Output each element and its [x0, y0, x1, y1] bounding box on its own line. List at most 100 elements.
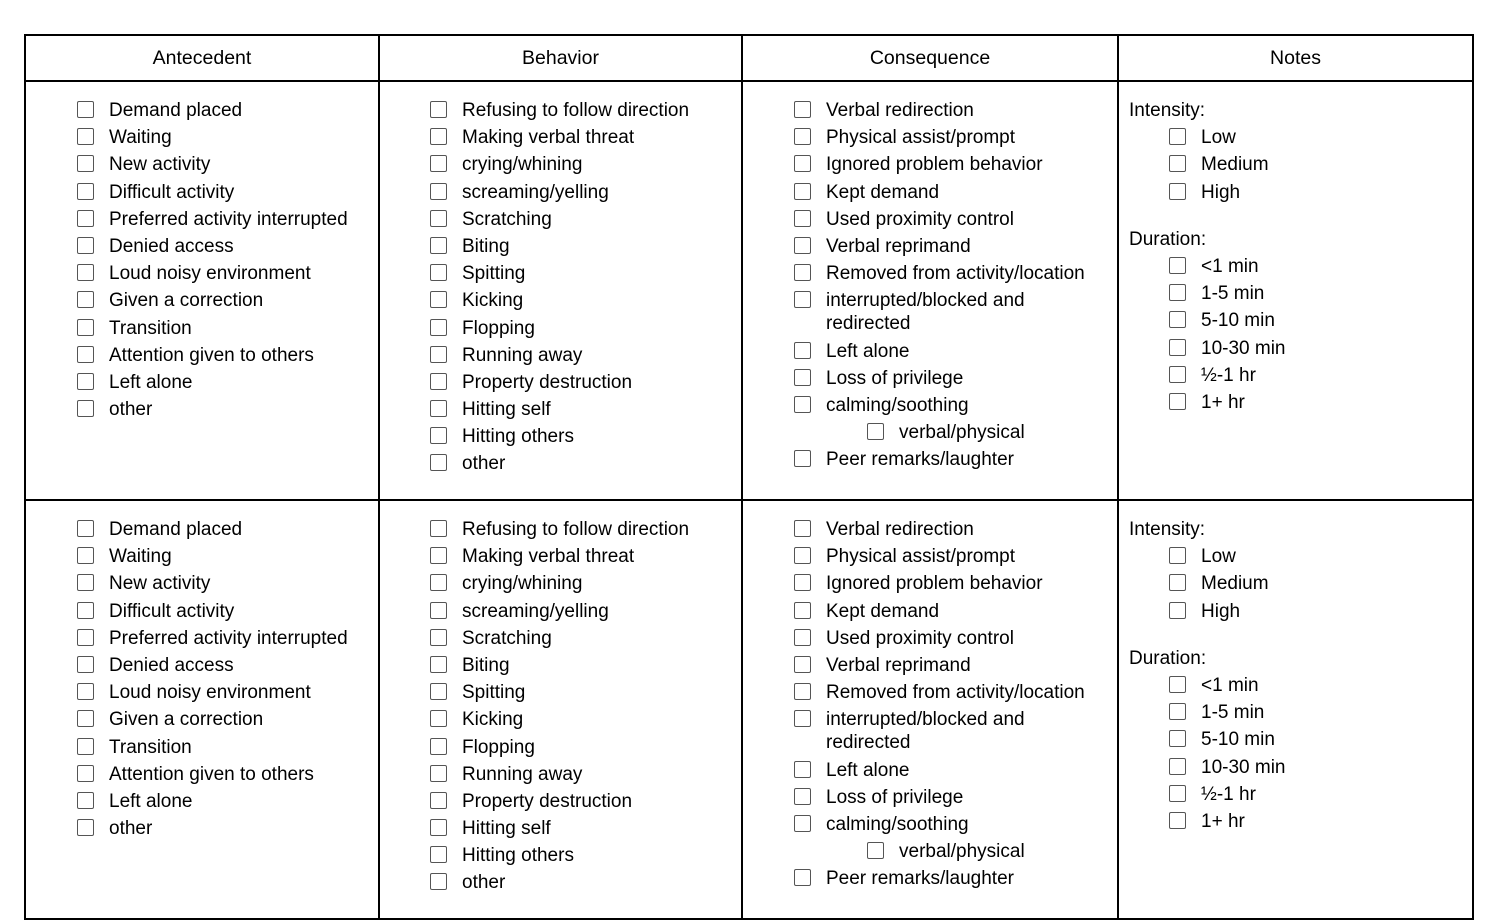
checkbox[interactable] [77, 236, 94, 254]
intensity-option[interactable]: High [1169, 181, 1472, 204]
checkbox[interactable] [77, 318, 94, 336]
checkbox[interactable] [77, 128, 94, 146]
checkbox[interactable] [77, 155, 94, 173]
checkbox[interactable] [1169, 256, 1186, 274]
behavior-option[interactable]: screaming/yelling [430, 181, 741, 204]
consequence-option[interactable]: Used proximity control [794, 627, 1117, 650]
checkbox[interactable] [1169, 284, 1186, 302]
checkbox[interactable] [794, 368, 811, 386]
behavior-option[interactable]: Kicking [430, 708, 741, 731]
checkbox[interactable] [77, 791, 94, 809]
duration-option[interactable]: 5-10 min [1169, 728, 1472, 751]
consequence-option[interactable]: Loss of privilege [794, 786, 1117, 809]
behavior-option[interactable]: Property destruction [430, 371, 741, 394]
behavior-option[interactable]: Flopping [430, 736, 741, 759]
antecedent-option[interactable]: New activity [77, 153, 378, 176]
behavior-option[interactable]: Refusing to follow direction [430, 518, 741, 541]
checkbox[interactable] [77, 400, 94, 418]
checkbox[interactable] [430, 454, 447, 472]
checkbox[interactable] [430, 547, 447, 565]
antecedent-option[interactable]: Left alone [77, 790, 378, 813]
checkbox[interactable] [794, 264, 811, 282]
checkbox[interactable] [1169, 547, 1186, 565]
checkbox[interactable] [1169, 128, 1186, 146]
checkbox[interactable] [794, 236, 811, 254]
behavior-option[interactable]: Spitting [430, 681, 741, 704]
intensity-option[interactable]: Medium [1169, 153, 1472, 176]
checkbox[interactable] [794, 182, 811, 200]
consequence-option[interactable]: Physical assist/prompt [794, 545, 1117, 568]
consequence-option[interactable]: Verbal reprimand [794, 654, 1117, 677]
behavior-option[interactable]: crying/whining [430, 153, 741, 176]
checkbox[interactable] [794, 574, 811, 592]
checkbox[interactable] [77, 574, 94, 592]
antecedent-option[interactable]: other [77, 817, 378, 840]
checkbox[interactable] [430, 873, 447, 891]
checkbox[interactable] [77, 628, 94, 646]
antecedent-option[interactable]: Demand placed [77, 99, 378, 122]
duration-option[interactable]: 1-5 min [1169, 701, 1472, 724]
behavior-option[interactable]: Refusing to follow direction [430, 99, 741, 122]
checkbox[interactable] [1169, 757, 1186, 775]
consequence-option[interactable]: verbal/physical [794, 840, 1117, 863]
duration-option[interactable]: 1+ hr [1169, 391, 1472, 414]
checkbox[interactable] [430, 655, 447, 673]
antecedent-option[interactable]: Transition [77, 736, 378, 759]
checkbox[interactable] [794, 710, 811, 728]
antecedent-option[interactable]: Preferred activity interrupted [77, 627, 378, 650]
behavior-option[interactable]: Making verbal threat [430, 126, 741, 149]
consequence-option[interactable]: Removed from activity/location [794, 262, 1117, 285]
checkbox[interactable] [1169, 338, 1186, 356]
checkbox[interactable] [794, 395, 811, 413]
consequence-option[interactable]: calming/soothing [794, 394, 1117, 417]
checkbox[interactable] [430, 209, 447, 227]
checkbox[interactable] [794, 869, 811, 887]
consequence-option[interactable]: calming/soothing [794, 813, 1117, 836]
checkbox[interactable] [77, 655, 94, 673]
duration-option[interactable]: ½-1 hr [1169, 364, 1472, 387]
antecedent-option[interactable]: Waiting [77, 126, 378, 149]
duration-option[interactable]: 1+ hr [1169, 810, 1472, 833]
consequence-option[interactable]: Ignored problem behavior [794, 153, 1117, 176]
checkbox[interactable] [430, 520, 447, 537]
intensity-option[interactable]: Low [1169, 545, 1472, 568]
checkbox[interactable] [1169, 392, 1186, 410]
checkbox[interactable] [1169, 601, 1186, 619]
behavior-option[interactable]: Spitting [430, 262, 741, 285]
consequence-option[interactable]: Verbal reprimand [794, 235, 1117, 258]
checkbox[interactable] [77, 520, 94, 537]
behavior-option[interactable]: Flopping [430, 317, 741, 340]
checkbox[interactable] [794, 341, 811, 359]
checkbox[interactable] [794, 101, 811, 118]
consequence-option[interactable]: Kept demand [794, 181, 1117, 204]
behavior-option[interactable]: Running away [430, 344, 741, 367]
checkbox[interactable] [1169, 155, 1186, 173]
checkbox[interactable] [794, 128, 811, 146]
antecedent-option[interactable]: Given a correction [77, 708, 378, 731]
duration-option[interactable]: 10-30 min [1169, 756, 1472, 779]
checkbox[interactable] [1169, 182, 1186, 200]
checkbox[interactable] [794, 655, 811, 673]
consequence-option[interactable]: Left alone [794, 340, 1117, 363]
checkbox[interactable] [77, 345, 94, 363]
checkbox[interactable] [77, 683, 94, 701]
behavior-option[interactable]: Hitting self [430, 398, 741, 421]
checkbox[interactable] [77, 182, 94, 200]
checkbox[interactable] [430, 819, 447, 837]
antecedent-option[interactable]: Demand placed [77, 518, 378, 541]
checkbox[interactable] [794, 209, 811, 227]
duration-option[interactable]: 5-10 min [1169, 309, 1472, 332]
checkbox[interactable] [430, 846, 447, 864]
consequence-option[interactable]: verbal/physical [794, 421, 1117, 444]
behavior-option[interactable]: Scratching [430, 627, 741, 650]
checkbox[interactable] [77, 291, 94, 309]
behavior-option[interactable]: screaming/yelling [430, 600, 741, 623]
checkbox[interactable] [1169, 365, 1186, 383]
consequence-option[interactable]: Ignored problem behavior [794, 572, 1117, 595]
behavior-option[interactable]: Property destruction [430, 790, 741, 813]
consequence-option[interactable]: Used proximity control [794, 208, 1117, 231]
checkbox[interactable] [430, 574, 447, 592]
checkbox[interactable] [794, 520, 811, 537]
checkbox[interactable] [77, 209, 94, 227]
checkbox[interactable] [1169, 811, 1186, 829]
